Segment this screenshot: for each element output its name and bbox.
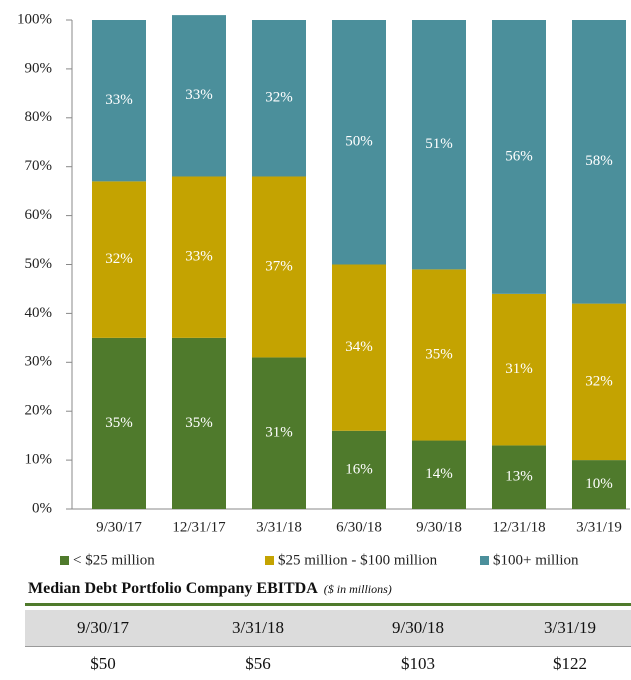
table-cell: $103 bbox=[401, 653, 435, 673]
y-tick-label: 20% bbox=[25, 403, 53, 419]
table-row: $50 $56 $103 $122 bbox=[25, 647, 631, 680]
bar-segment bbox=[412, 20, 466, 270]
data-label: 16% bbox=[345, 461, 373, 477]
y-tick-label: 40% bbox=[25, 305, 53, 321]
data-label: 35% bbox=[185, 415, 213, 431]
x-tick-label: 3/31/18 bbox=[256, 519, 302, 535]
bar-segment bbox=[252, 20, 306, 177]
data-label: 58% bbox=[585, 153, 613, 169]
bar-segment bbox=[332, 20, 386, 265]
data-label: 35% bbox=[105, 415, 133, 431]
y-tick-label: 70% bbox=[25, 158, 53, 174]
data-label: 10% bbox=[585, 476, 613, 492]
y-tick-label: 50% bbox=[25, 256, 53, 272]
table-cell: 9/30/18 bbox=[392, 618, 444, 637]
data-label: 14% bbox=[425, 466, 453, 482]
x-tick-label: 9/30/18 bbox=[416, 519, 462, 535]
bar-segment bbox=[92, 20, 146, 182]
data-label: 56% bbox=[505, 148, 533, 164]
data-label: 32% bbox=[105, 251, 133, 267]
data-label: 37% bbox=[265, 258, 293, 274]
x-tick-label: 12/31/17 bbox=[172, 519, 226, 535]
bar-segment bbox=[332, 264, 386, 431]
legend-label: $25 million - $100 million bbox=[278, 552, 438, 568]
data-label: 31% bbox=[265, 425, 293, 441]
data-label: 33% bbox=[105, 92, 133, 108]
bar-segment bbox=[252, 357, 306, 509]
y-tick-label: 80% bbox=[25, 109, 53, 125]
data-label: 13% bbox=[505, 469, 533, 485]
bar-segment bbox=[572, 20, 626, 304]
legend-swatch bbox=[480, 556, 489, 565]
bar-segment bbox=[92, 337, 146, 509]
table-subtitle: ($ in millions) bbox=[323, 582, 392, 596]
y-tick-label: 0% bbox=[32, 500, 52, 516]
legend-label: < $25 million bbox=[73, 552, 155, 568]
bar-segment bbox=[412, 440, 466, 509]
data-label: 50% bbox=[345, 134, 373, 150]
x-tick-label: 12/31/18 bbox=[492, 519, 545, 535]
table-cell: 3/31/18 bbox=[232, 618, 284, 637]
bar-segment bbox=[412, 269, 466, 441]
bar-segment bbox=[252, 176, 306, 358]
table-header: 9/30/17 3/31/18 9/30/18 3/31/19 bbox=[25, 610, 631, 647]
chart: 0% 10% 20% 30% 40% 50% 60% 70% 80% 90% 100% 9/30/17… bbox=[17, 11, 630, 568]
y-tick-label: 10% bbox=[25, 452, 53, 468]
bar-segment bbox=[172, 15, 226, 177]
legend-swatch bbox=[60, 556, 69, 565]
data-label: 32% bbox=[265, 90, 293, 106]
x-tick-label: 6/30/18 bbox=[336, 519, 382, 535]
data-label: 51% bbox=[425, 136, 453, 152]
y-tick-label: 90% bbox=[25, 60, 53, 76]
data-label: 35% bbox=[425, 346, 453, 362]
y-tick-label: 100% bbox=[17, 11, 52, 27]
data-label: 33% bbox=[185, 87, 213, 103]
x-tick-label: 3/31/19 bbox=[576, 519, 622, 535]
x-tick-label: 9/30/17 bbox=[96, 519, 142, 535]
y-tick-label: 30% bbox=[25, 354, 53, 370]
table-cell: 3/31/19 bbox=[544, 618, 596, 637]
y-tick-label: 60% bbox=[25, 207, 53, 223]
table-rule bbox=[25, 603, 631, 606]
bar-segment bbox=[572, 303, 626, 461]
data-label: 33% bbox=[185, 249, 213, 265]
bar-segment bbox=[172, 337, 226, 509]
data-label: 32% bbox=[585, 373, 613, 389]
table-cell: $56 bbox=[245, 653, 271, 673]
table-title-wrap: Median Debt Portfolio Company EBITDA ($ i… bbox=[28, 580, 392, 598]
bar-segment bbox=[572, 460, 626, 509]
bar-segment bbox=[492, 293, 546, 446]
bar-segment bbox=[332, 430, 386, 509]
data-label: 31% bbox=[505, 361, 533, 377]
table-title: Median Debt Portfolio Company EBITDA bbox=[28, 580, 318, 597]
legend-swatch bbox=[265, 556, 274, 565]
bar-segment bbox=[492, 20, 546, 294]
bar-segment bbox=[492, 445, 546, 509]
table-cell: $50 bbox=[90, 653, 116, 673]
bar-segment bbox=[172, 176, 226, 338]
data-label: 34% bbox=[345, 339, 373, 355]
bar-segment bbox=[92, 181, 146, 338]
table-cell: 9/30/17 bbox=[77, 618, 129, 637]
legend-label: $100+ million bbox=[493, 552, 579, 568]
table-cell: $122 bbox=[553, 653, 587, 673]
